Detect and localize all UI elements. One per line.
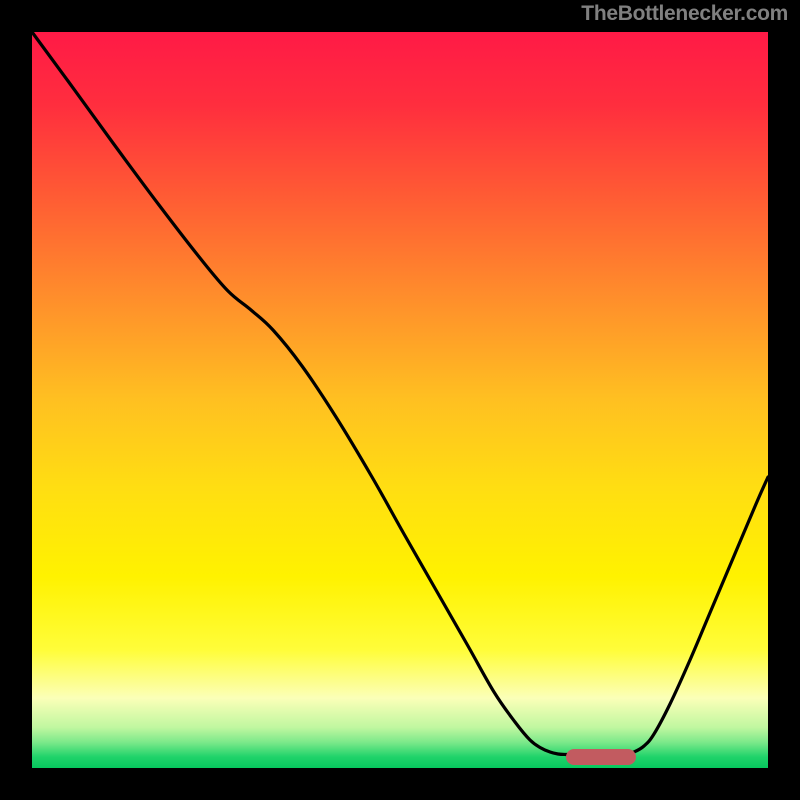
optimal-zone-marker [566, 749, 636, 765]
plot-gradient [32, 32, 768, 768]
watermark-text: TheBottlenecker.com [581, 2, 788, 26]
chart-canvas: TheBottlenecker.com [0, 0, 800, 800]
bottleneck-chart-svg [0, 0, 800, 800]
